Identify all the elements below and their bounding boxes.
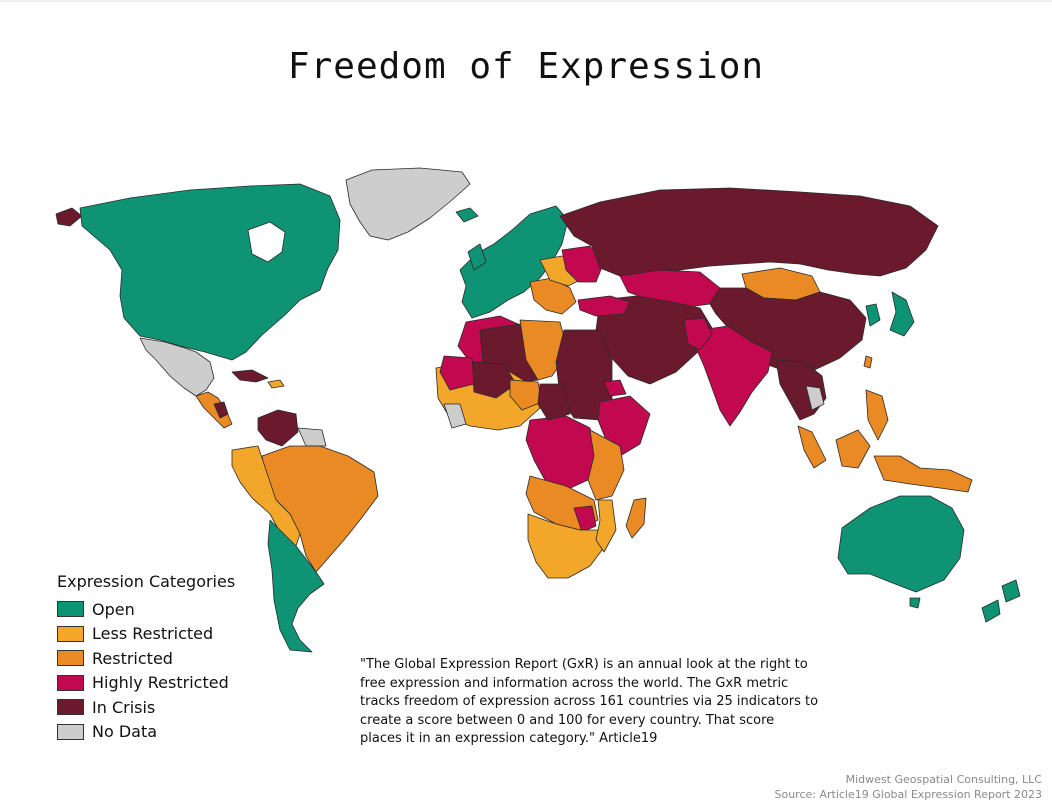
region-borneo	[835, 429, 871, 469]
region-japan	[889, 291, 915, 337]
region-central-africa	[525, 415, 597, 491]
region-iceland	[455, 207, 479, 223]
region-tasmania	[909, 597, 921, 609]
region-belarus-ukraine	[561, 245, 605, 283]
region-uk	[467, 243, 487, 271]
region-guianas	[297, 427, 327, 447]
legend-swatch	[57, 723, 84, 740]
legend-label: Less Restricted	[92, 624, 214, 644]
map-title: Freedom of Expression	[287, 46, 765, 87]
region-new-zealand	[1001, 579, 1021, 603]
description-quote: "The Global Expression Report (GxR) is a…	[360, 657, 819, 746]
legend-swatch	[57, 625, 84, 642]
region-hispaniola	[267, 379, 285, 389]
region-new-zealand-south	[981, 599, 1001, 623]
region-niger	[509, 379, 543, 411]
legend-label: Restricted	[92, 648, 173, 668]
legend-item-no-data: No Data	[57, 720, 235, 745]
region-malaysia	[797, 425, 827, 469]
region-philippines	[865, 389, 889, 441]
region-madagascar	[625, 497, 647, 539]
legend-swatch	[57, 699, 84, 716]
region-turkey	[577, 295, 631, 317]
region-eritrea	[603, 379, 627, 397]
region-nicaragua	[213, 401, 229, 419]
region-hudson-bay	[247, 221, 286, 263]
region-mozambique	[595, 499, 617, 553]
credit-author: Midwest Geospatial Consulting, LLC	[845, 773, 1042, 786]
legend-item-in-crisis: In Crisis	[57, 695, 235, 720]
region-alaska-west	[55, 207, 83, 227]
region-india	[695, 325, 773, 427]
top-divider	[0, 0, 1052, 2]
region-southern-africa	[527, 513, 603, 579]
region-greenland	[345, 167, 471, 241]
world-map	[55, 167, 1021, 653]
region-west-nodata	[443, 403, 467, 429]
legend-label: Highly Restricted	[92, 673, 229, 693]
region-indonesia-east	[873, 455, 973, 493]
legend-swatch	[57, 601, 84, 618]
legend-label: In Crisis	[92, 697, 156, 717]
region-mexico	[139, 337, 215, 397]
legend-label: Open	[92, 599, 135, 619]
legend-title: Expression Categories	[57, 572, 236, 591]
region-southern-cone	[267, 519, 325, 653]
region-central-america	[195, 391, 233, 429]
region-east-africa	[587, 429, 625, 501]
region-north-america-open	[79, 183, 341, 361]
region-venezuela	[257, 409, 299, 447]
legend-item-less-restricted: Less Restricted	[57, 622, 235, 647]
credit-block: Midwest Geospatial Consulting, LLC Sourc…	[774, 772, 1042, 802]
region-chad	[537, 383, 571, 421]
legend-swatch	[57, 674, 84, 691]
credit-source: Source: Article19 Global Expression Repo…	[774, 788, 1042, 801]
region-zimbabwe	[573, 505, 597, 533]
region-mauritania	[439, 355, 475, 391]
legend-swatch	[57, 650, 84, 667]
region-pakistan	[683, 317, 713, 351]
legend-label: No Data	[92, 722, 158, 742]
legend-item-restricted: Restricted	[57, 646, 235, 671]
legend-item-highly-restricted: Highly Restricted	[57, 671, 235, 696]
region-russia	[559, 187, 939, 277]
region-australia	[837, 495, 965, 593]
region-mali	[471, 361, 517, 399]
region-korea	[865, 303, 881, 327]
region-cuba	[231, 369, 269, 383]
legend: Expression Categories Open Less Restrict…	[57, 572, 235, 744]
region-taiwan	[863, 355, 873, 369]
legend-item-open: Open	[57, 597, 235, 622]
region-cambodia	[805, 385, 825, 411]
